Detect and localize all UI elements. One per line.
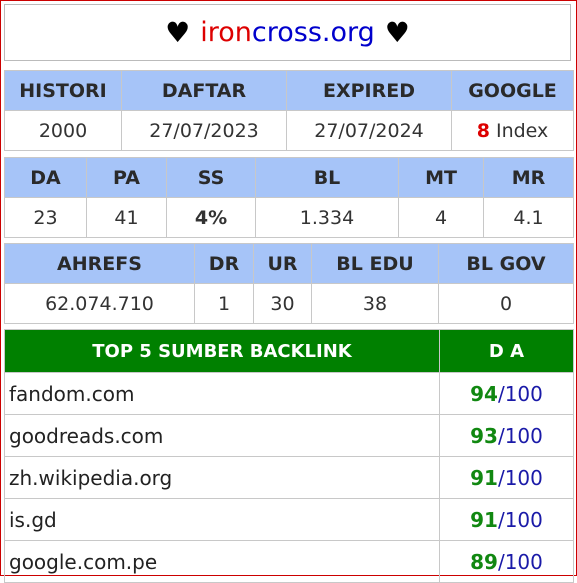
header-top-backlink: TOP 5 SUMBER BACKLINK <box>4 329 440 373</box>
header-bl-gov: BL GOV <box>438 243 574 284</box>
backlink-site: fandom.com <box>4 372 440 415</box>
table-row: goodreads.com 93/100 <box>4 414 574 457</box>
header-dr: DR <box>194 243 254 284</box>
backlink-site: zh.wikipedia.org <box>4 456 440 499</box>
backlink-site: goodreads.com <box>4 414 440 457</box>
header-ss: SS <box>166 157 256 198</box>
value-bl-edu: 38 <box>311 283 439 324</box>
domain-name-part2: cross.org <box>251 17 375 48</box>
backlink-da: 89/100 <box>439 540 574 583</box>
header-expired: EXPIRED <box>286 70 452 111</box>
header-bl: BL <box>255 157 399 198</box>
header-pa: PA <box>86 157 167 198</box>
backlink-da: 91/100 <box>439 456 574 499</box>
google-index-count: 8 <box>476 119 490 142</box>
header-ur: UR <box>253 243 312 284</box>
value-daftar: 27/07/2023 <box>121 110 287 151</box>
google-index-label: Index <box>489 119 549 142</box>
header-backlink-da: D A <box>439 329 574 373</box>
value-mt: 4 <box>398 197 484 238</box>
table-row: google.com.pe 89/100 <box>4 540 574 583</box>
value-mr: 4.1 <box>483 197 574 238</box>
table-row: zh.wikipedia.org 91/100 <box>4 456 574 499</box>
value-ahrefs: 62.074.710 <box>4 283 195 324</box>
table-row: fandom.com 94/100 <box>4 372 574 415</box>
heart-icon-left: ♥ <box>165 16 191 49</box>
value-bl-gov: 0 <box>438 283 574 324</box>
value-da: 23 <box>4 197 87 238</box>
header-bl-edu: BL EDU <box>311 243 439 284</box>
header-daftar: DAFTAR <box>121 70 287 111</box>
header-mt: MT <box>398 157 484 198</box>
backlink-da: 94/100 <box>439 372 574 415</box>
value-ur: 30 <box>253 283 312 324</box>
header-google: GOOGLE <box>451 70 574 111</box>
backlink-da: 93/100 <box>439 414 574 457</box>
domain-title: ♥ iron cross.org ♥ <box>4 4 571 61</box>
backlink-site: google.com.pe <box>4 540 440 583</box>
value-bl: 1.334 <box>255 197 399 238</box>
domain-info-table: HISTORI DAFTAR EXPIRED GOOGLE 2000 27/07… <box>4 70 574 151</box>
metrics-table: DA PA SS BL MT MR 23 41 4% 1.334 4 4.1 <box>4 157 574 238</box>
backlink-table: TOP 5 SUMBER BACKLINK D A fandom.com 94/… <box>4 329 574 583</box>
header-da: DA <box>4 157 87 198</box>
table-row: is.gd 91/100 <box>4 498 574 541</box>
domain-name-part1: iron <box>200 17 252 48</box>
header-mr: MR <box>483 157 574 198</box>
header-ahrefs: AHREFS <box>4 243 195 284</box>
heart-icon-right: ♥ <box>384 16 410 49</box>
backlink-site: is.gd <box>4 498 440 541</box>
value-histori: 2000 <box>4 110 122 151</box>
ahrefs-table: AHREFS DR UR BL EDU BL GOV 62.074.710 1 … <box>4 243 574 324</box>
value-ss: 4% <box>166 197 256 238</box>
value-expired: 27/07/2024 <box>286 110 452 151</box>
value-google: 8 Index <box>451 110 574 151</box>
backlink-da: 91/100 <box>439 498 574 541</box>
header-histori: HISTORI <box>4 70 122 111</box>
value-pa: 41 <box>86 197 167 238</box>
value-dr: 1 <box>194 283 254 324</box>
